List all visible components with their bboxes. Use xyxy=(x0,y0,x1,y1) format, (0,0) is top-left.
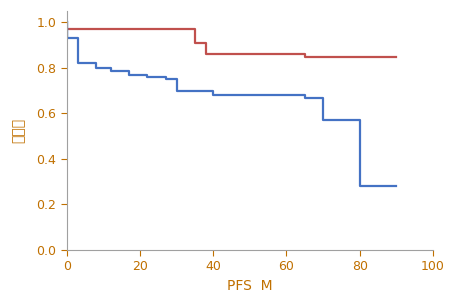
Y-axis label: 生存率: 生存率 xyxy=(11,118,25,143)
X-axis label: PFS  M: PFS M xyxy=(227,279,272,293)
